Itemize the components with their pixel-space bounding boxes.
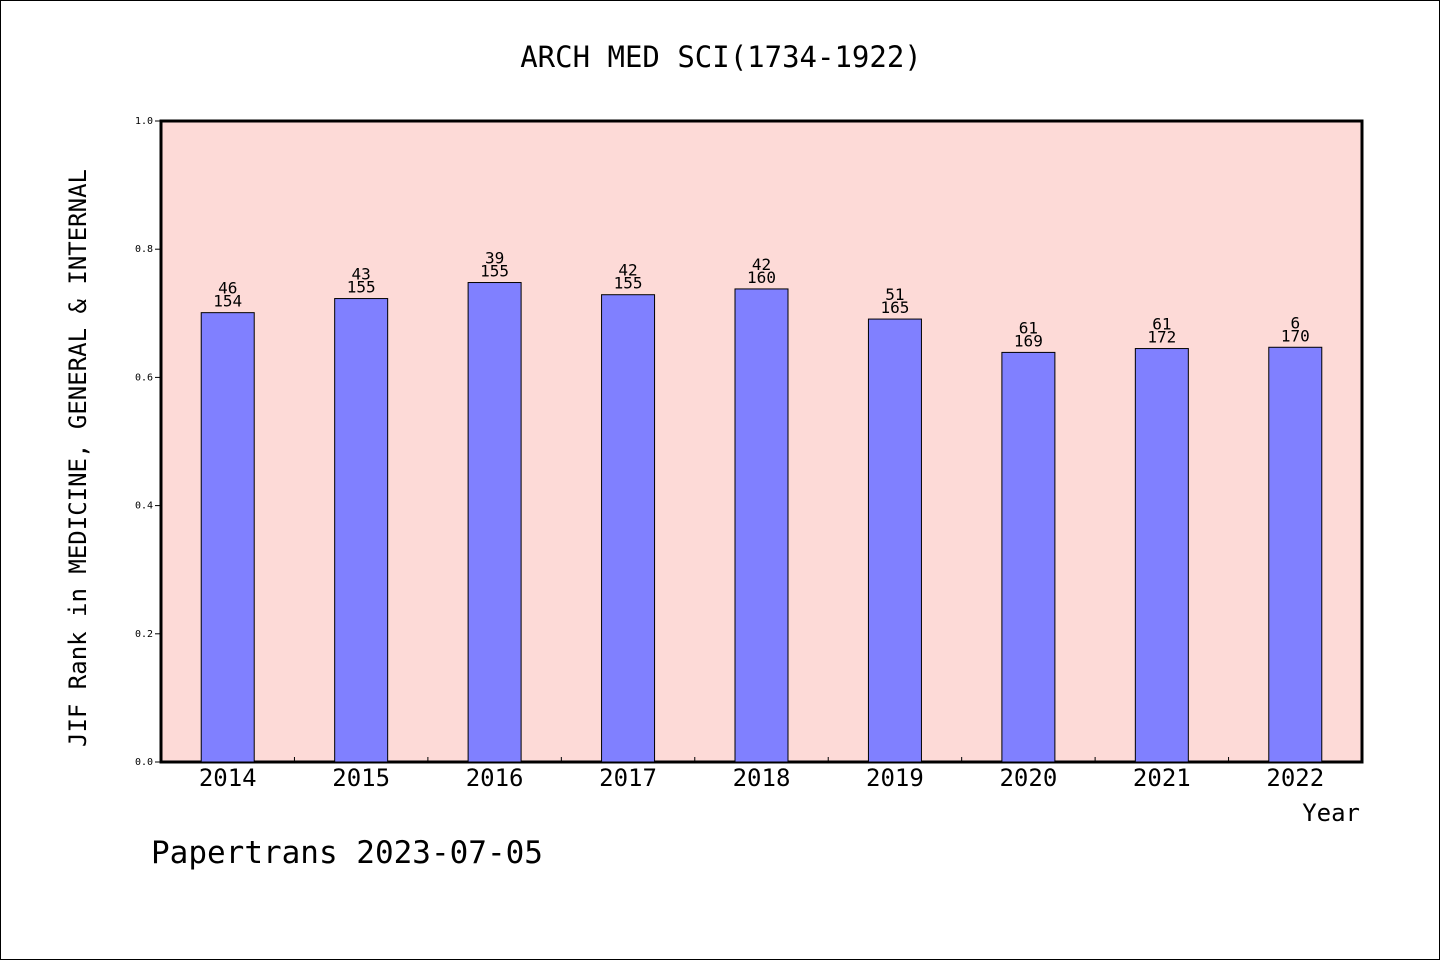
rank-label: 6 (1290, 313, 1300, 332)
rank-label: 61 (1019, 318, 1038, 337)
x-tick-label: 2020 (999, 764, 1057, 792)
total-label: 160 (747, 268, 776, 287)
total-label: 154 (213, 292, 242, 311)
chart-title: ARCH MED SCI(1734-1922) (520, 40, 922, 74)
y-tick-label: 0.2 (135, 629, 153, 640)
total-label: 170 (1281, 326, 1310, 345)
x-axis-label: Year (1302, 799, 1360, 827)
bar (334, 298, 389, 763)
bar (867, 318, 922, 763)
total-label: 169 (1014, 331, 1043, 350)
x-tick-label: 2019 (866, 764, 924, 792)
x-tick-label: 2014 (199, 764, 257, 792)
y-tick-label: 1.0 (135, 116, 153, 127)
total-label: 155 (614, 274, 643, 293)
bar (1001, 351, 1056, 763)
footer-credit: Papertrans 2023-07-05 (151, 835, 543, 871)
total-label: 155 (347, 278, 376, 297)
x-tick-label: 2015 (332, 764, 390, 792)
rank-label: 46 (218, 279, 237, 298)
x-tick-label: 2018 (733, 764, 791, 792)
x-tick-label: 2017 (599, 764, 657, 792)
bar (1268, 346, 1323, 763)
bar (467, 282, 522, 763)
bar (1134, 348, 1189, 763)
total-label: 165 (880, 298, 909, 317)
y-axis: 0.0 0.2 0.4 0.6 0.8 1.0 (135, 116, 161, 768)
y-tick-label: 0.6 (135, 372, 153, 383)
bar (601, 294, 656, 763)
bar-series (200, 282, 1323, 763)
x-axis: 2014 2015 2016 2017 2018 2019 2020 2021 2022 (199, 757, 1324, 792)
x-tick-label: 2021 (1133, 764, 1191, 792)
rank-label: 39 (485, 249, 504, 268)
y-tick-label: 0.4 (135, 501, 153, 512)
x-tick-label: 2016 (466, 764, 524, 792)
bar (734, 288, 789, 763)
y-tick-label: 0.0 (135, 757, 153, 768)
y-tick-label: 0.8 (135, 244, 153, 255)
bar (200, 312, 255, 763)
rank-label: 51 (885, 285, 904, 304)
total-label: 155 (480, 262, 509, 281)
rank-label: 42 (752, 255, 771, 274)
rank-label: 61 (1152, 315, 1171, 334)
x-tick-label: 2022 (1266, 764, 1324, 792)
total-label: 172 (1147, 328, 1176, 347)
rank-label: 42 (618, 261, 637, 280)
y-axis-label: JIF Rank in MEDICINE, GENERAL & INTERNAL (64, 169, 92, 747)
rank-label: 43 (352, 265, 371, 284)
